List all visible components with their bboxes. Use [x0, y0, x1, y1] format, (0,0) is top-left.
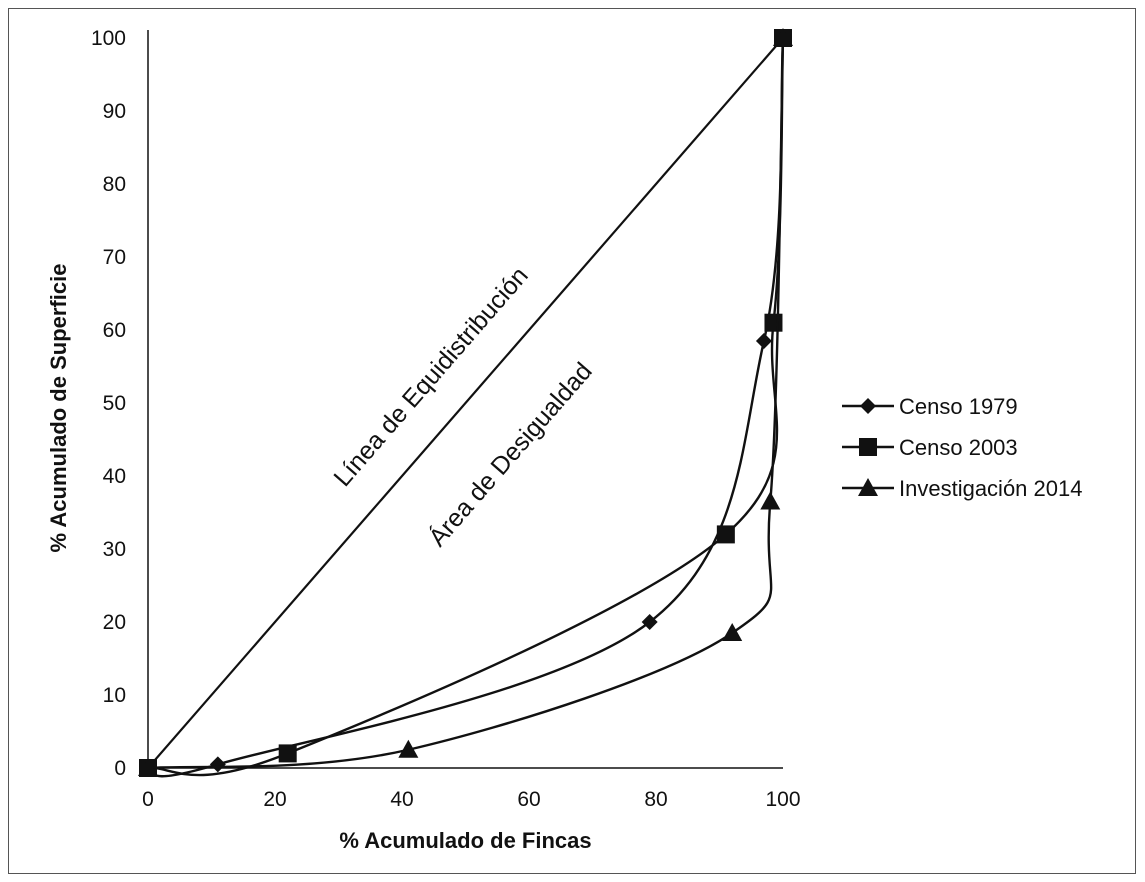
chart-frame	[8, 8, 1136, 874]
y-tick-labels: 0 10 20 30 40 50 60 70 80 90 100	[91, 27, 126, 780]
y-tick-label: 30	[103, 538, 126, 561]
legend-item: Investigación 2014	[842, 476, 1082, 501]
legend-label: Censo 1979	[899, 394, 1018, 419]
legend-item: Censo 1979	[842, 394, 1018, 419]
legend-marker-diamond	[860, 398, 876, 414]
x-tick-label: 80	[644, 788, 667, 811]
data-point-diamond	[641, 614, 658, 630]
y-tick-label: 70	[103, 246, 126, 269]
data-point-diamond	[755, 332, 772, 349]
y-tick-label: 0	[114, 757, 126, 780]
y-tick-label: 60	[103, 319, 126, 342]
equality-line	[147, 37, 784, 769]
series-1	[140, 30, 791, 778]
y-tick-label: 50	[103, 392, 126, 415]
data-point-square	[278, 744, 297, 763]
series-layer	[138, 28, 793, 778]
data-point-square	[764, 313, 783, 332]
legend-label: Censo 2003	[899, 435, 1018, 460]
legend-label: Investigación 2014	[899, 476, 1082, 501]
data-point-triangle	[722, 622, 743, 641]
annotation-inequality-area: Área de Desigualdad	[423, 357, 598, 552]
data-point-triangle	[773, 28, 793, 46]
data-point-triangle	[138, 758, 158, 776]
legend-marker-square	[859, 438, 877, 456]
y-tick-label: 90	[103, 100, 126, 123]
x-tick-label: 60	[517, 788, 540, 811]
y-tick-label: 20	[103, 611, 126, 634]
data-point-diamond	[209, 756, 226, 773]
x-tick-label: 0	[142, 788, 154, 811]
y-tick-label: 10	[103, 684, 126, 707]
data-point-triangle	[398, 739, 419, 758]
x-tick-label: 20	[263, 788, 286, 811]
x-tick-labels: 0 20 40 60 80 100	[142, 788, 800, 811]
x-tick-label: 40	[390, 788, 413, 811]
axes	[147, 30, 783, 769]
x-tick-label: 100	[765, 788, 800, 811]
y-axis-title: % Acumulado de Superficie	[46, 264, 71, 553]
legend-item: Censo 2003	[842, 435, 1018, 460]
data-point-square	[716, 525, 735, 544]
legend-marker-triangle	[858, 478, 878, 496]
y-tick-label: 100	[91, 27, 126, 50]
x-axis-title: % Acumulado de Fincas	[339, 828, 591, 853]
y-tick-label: 80	[103, 173, 126, 196]
legend: Censo 1979 Censo 2003 Investigación 2014	[842, 394, 1082, 501]
y-tick-label: 40	[103, 465, 126, 488]
data-point-triangle	[760, 491, 781, 510]
series-3	[138, 28, 793, 776]
equality-line-group	[147, 37, 784, 769]
